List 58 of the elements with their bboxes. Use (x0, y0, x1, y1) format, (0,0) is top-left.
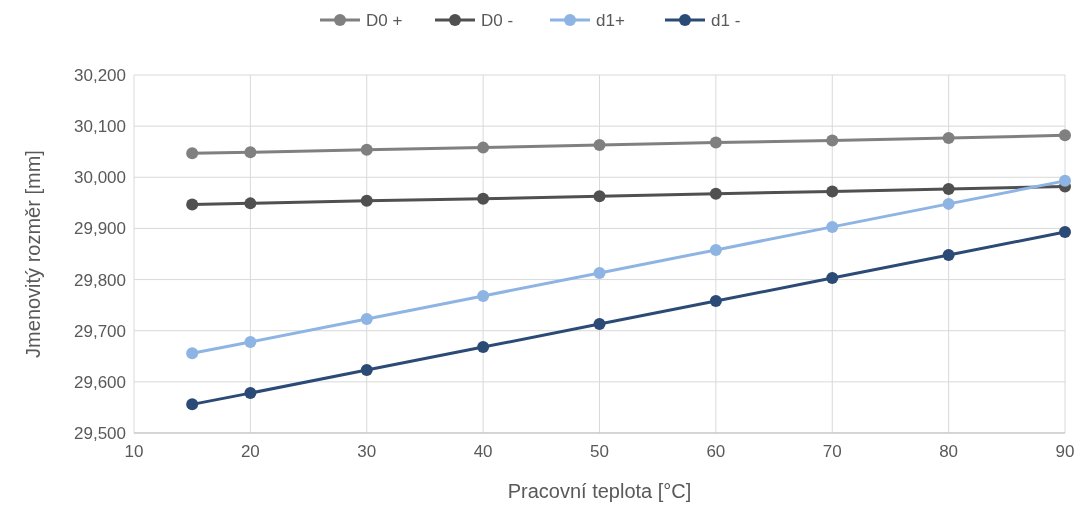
x-tick-label: 50 (590, 442, 609, 461)
point (709, 295, 722, 308)
point (826, 134, 839, 147)
legend-label: d1+ (596, 10, 625, 30)
point (709, 136, 722, 149)
point (942, 131, 955, 144)
x-tick-label: 10 (124, 442, 144, 461)
y-tick-label: 29,800 (74, 270, 126, 290)
y-tick-label: 30,100 (74, 117, 126, 137)
point (593, 139, 606, 152)
y-axis-title: Jmenovitý rozměr [mm] (22, 150, 44, 358)
point (186, 347, 199, 360)
legend-label: D0 + (366, 10, 403, 30)
y-tick-label: 30,000 (74, 168, 126, 188)
point (942, 183, 955, 196)
point (826, 272, 839, 285)
point (826, 185, 839, 198)
point (244, 335, 257, 348)
point (942, 197, 955, 210)
point (593, 190, 606, 203)
point (360, 312, 373, 325)
y-tick-label: 29,900 (74, 219, 126, 239)
legend-label: d1 - (711, 10, 741, 30)
legend-label: D0 - (481, 10, 514, 30)
point (244, 146, 257, 159)
y-tick-label: 29,500 (74, 423, 126, 443)
point (477, 341, 490, 354)
point (477, 289, 490, 302)
point (942, 249, 955, 262)
y-tick-label: 29,600 (74, 372, 126, 392)
point (709, 187, 722, 200)
x-tick-label: 20 (240, 442, 260, 461)
x-tick-label: 40 (473, 442, 493, 461)
point (477, 141, 490, 154)
point (186, 198, 199, 211)
x-tick-label: 70 (822, 442, 842, 461)
x-tick-label: 30 (357, 442, 377, 461)
point (826, 220, 839, 233)
point (709, 243, 722, 256)
point (244, 387, 257, 400)
point (186, 398, 199, 411)
point (244, 197, 257, 210)
point (360, 364, 373, 377)
point (186, 147, 199, 160)
x-tick-label: 90 (1055, 442, 1075, 461)
point (1059, 226, 1071, 239)
x-tick-label: 80 (939, 442, 959, 461)
point (1059, 174, 1071, 187)
point (593, 318, 606, 331)
y-tick-label: 29,700 (74, 321, 126, 341)
x-axis-title: Pracovní teplota [°C] (507, 480, 692, 502)
point (1059, 129, 1071, 142)
point (477, 192, 490, 205)
x-tick-label: 60 (706, 442, 726, 461)
point (360, 143, 373, 156)
point (593, 266, 606, 279)
point (360, 194, 373, 207)
y-tick-label: 30,200 (74, 65, 126, 85)
